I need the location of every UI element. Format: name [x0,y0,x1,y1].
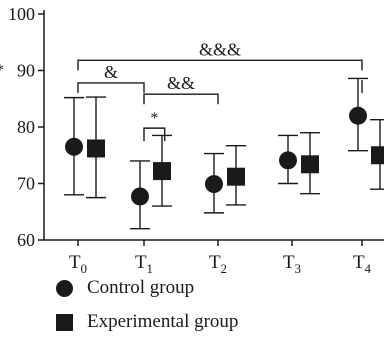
significance-bracket [143,127,166,142]
x-tick-label: T3 [283,252,301,276]
data-point-control [349,106,367,125]
significance-label: && [167,73,195,93]
data-point-experimental [301,155,319,174]
y-tick-label: 80 [17,117,35,137]
x-tick-label: T2 [209,252,227,276]
y-tick-label: 70 [17,174,35,194]
data-point-experimental [87,139,105,158]
data-point-control [131,187,149,206]
x-tick-label: T1 [135,252,153,276]
y-tick-label: 90 [17,61,35,81]
legend-label-experimental: Experimental group [87,311,239,332]
data-point-experimental [371,146,384,165]
significance-bracket [77,82,145,93]
data-point-control [279,151,297,170]
data-point-control [205,175,223,194]
data-point-experimental [227,167,245,186]
x-tick-label: T4 [353,252,372,276]
legend-item-experimental: Experimental group [56,311,238,333]
y-tick-label: 100 [8,4,35,24]
x-tick-label: T0 [69,252,87,276]
circle-marker-icon [56,279,73,297]
significance-label: &&& [199,39,241,59]
legend-item-control: Control group [56,277,194,299]
square-marker-icon [56,313,73,331]
significance-label: & [104,62,118,82]
data-point-control [65,137,83,156]
significance-label: * [0,62,4,79]
y-tick-label: 60 [17,230,35,250]
legend-label-control: Control group [87,277,195,298]
significance-label: * [150,110,158,127]
significance-bracket [77,59,363,71]
data-point-experimental [153,162,171,181]
significance-bracket [143,93,219,105]
